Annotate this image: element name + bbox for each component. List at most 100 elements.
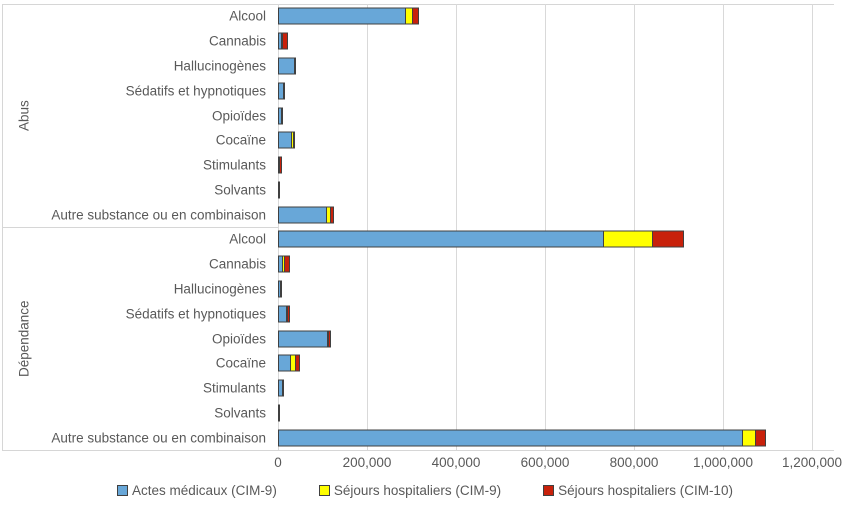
bar-segment-series-3 [652,230,684,248]
category-label: Stimulants [202,157,266,173]
gridline [812,4,813,450]
chart-row: Autre substance ou en combinaison [0,425,830,450]
chart-row: Stimulants [0,153,830,178]
category-label: Alcool [229,8,266,24]
x-axis-tick-label: 200,000 [342,455,392,470]
category-label: Stimulants [202,380,266,396]
bar-segment-series-3 [284,255,290,273]
bar-segment-series-3 [293,131,295,149]
legend-item: Actes médicaux (CIM-9) [117,483,277,498]
plot-top-border [2,4,834,5]
category-label: Autre substance ou en combinaison [51,430,266,446]
bar-segment-series-1 [278,181,280,199]
bar-segment-series-1 [278,429,743,447]
legend-label: Séjours hospitaliers (CIM-10) [558,483,733,498]
chart-row: Hallucinogènes [0,54,830,79]
bar-segment-series-1 [278,330,328,348]
stacked-bar [278,131,295,149]
stacked-bar [278,156,282,174]
category-label: Cannabis [208,256,266,272]
bar-groups: Abus Alcool Cannabis Hallucinogènes Sédatifs… [0,4,830,450]
chart-row: Cocaïne [0,351,830,376]
chart-row: Opioïdes [0,103,830,128]
chart-row: Sédatifs et hypnotiques [0,301,830,326]
bar-segment-series-1 [278,230,604,248]
category-label: Solvants [214,182,266,198]
chart-row: Solvants [0,177,830,202]
category-label: Solvants [214,405,266,421]
bar-segment-series-1 [278,404,280,422]
group-dependance: Dépendance Alcool Cannabis Hallucinogènes Sé… [0,227,830,450]
bar-segment-series-3 [412,7,419,25]
plot-area [278,4,813,450]
chart-row: Autre substance ou en combinaison [0,202,830,227]
chart-row: Cocaïne [0,128,830,153]
plot-bottom-border [2,450,834,451]
stacked-bar [278,82,285,100]
x-axis-tick-label: 1,200,000 [781,455,843,470]
category-label: Sédatifs et hypnotiques [125,306,266,322]
x-axis-tick-label: 400,000 [431,455,481,470]
stacked-bar [278,280,282,298]
stacked-bar [278,181,280,199]
x-axis-tick-label: 600,000 [520,455,570,470]
chart-row: Sédatifs et hypnotiques [0,78,830,103]
gridline [723,4,724,450]
chart-row: Alcool [0,227,830,252]
chart-row: Opioïdes [0,326,830,351]
gridline [367,4,368,450]
chart-row: Solvants [0,400,830,425]
stacked-bar [278,255,290,273]
category-label: Autre substance ou en combinaison [51,207,266,223]
x-axis: 0 200,000 400,000 600,000 800,000 1,000,000 1,… [274,455,842,473]
legend-item: Séjours hospitaliers (CIM-10) [543,483,733,498]
legend-item: Séjours hospitaliers (CIM-9) [318,483,502,498]
bar-segment-series-1 [278,131,292,149]
stacked-bar [278,404,280,422]
x-axis-tick-label: 0 [274,455,282,470]
category-label: Hallucinogènes [173,58,266,74]
stacked-bar [278,354,300,372]
stacked-bar [278,32,288,50]
bar-segment-series-3 [282,379,284,397]
bar-segment-series-3 [294,57,296,75]
bar-segment-series-3 [283,82,285,100]
stacked-bar [278,305,290,323]
bar-segment-series-2 [742,429,756,447]
legend-swatch-series-3 [543,485,555,496]
legend-swatch-series-2 [318,485,330,496]
legend: Actes médicaux (CIM-9) Séjours hospitalie… [0,483,850,498]
stacked-bar [278,206,334,224]
legend-label: Actes médicaux (CIM-9) [132,483,277,498]
bar-segment-series-3 [281,107,283,125]
chart-row: Cannabis [0,29,830,54]
bar-segment-series-3 [282,32,288,50]
chart-row: Stimulants [0,376,830,401]
bar-segment-series-3 [279,156,282,174]
stacked-bar [278,7,419,25]
bar-segment-series-1 [278,206,327,224]
bar-segment-series-3 [287,305,290,323]
stacked-bar [278,107,283,125]
bar-segment-series-3 [328,330,331,348]
chart-row: Alcool [0,4,830,29]
stacked-bar [278,230,684,248]
group-abus: Abus Alcool Cannabis Hallucinogènes Sédatifs… [0,4,830,227]
category-label: Cannabis [208,33,266,49]
x-axis-tick-label: 800,000 [609,455,659,470]
gridline [634,4,635,450]
bar-segment-series-2 [603,230,653,248]
legend-label: Séjours hospitaliers (CIM-9) [333,483,502,498]
category-label: Opioïdes [211,331,266,347]
x-axis-tick-label: 1,000,000 [692,455,754,470]
category-label: Alcool [229,231,266,247]
gridline [545,4,546,450]
category-label: Cocaïne [215,132,266,148]
gridline [456,4,457,450]
bar-segment-series-3 [330,206,334,224]
stacked-bar [278,330,331,348]
legend-swatch-series-1 [117,485,129,496]
category-label: Cocaïne [215,355,266,371]
stacked-bar [278,379,284,397]
